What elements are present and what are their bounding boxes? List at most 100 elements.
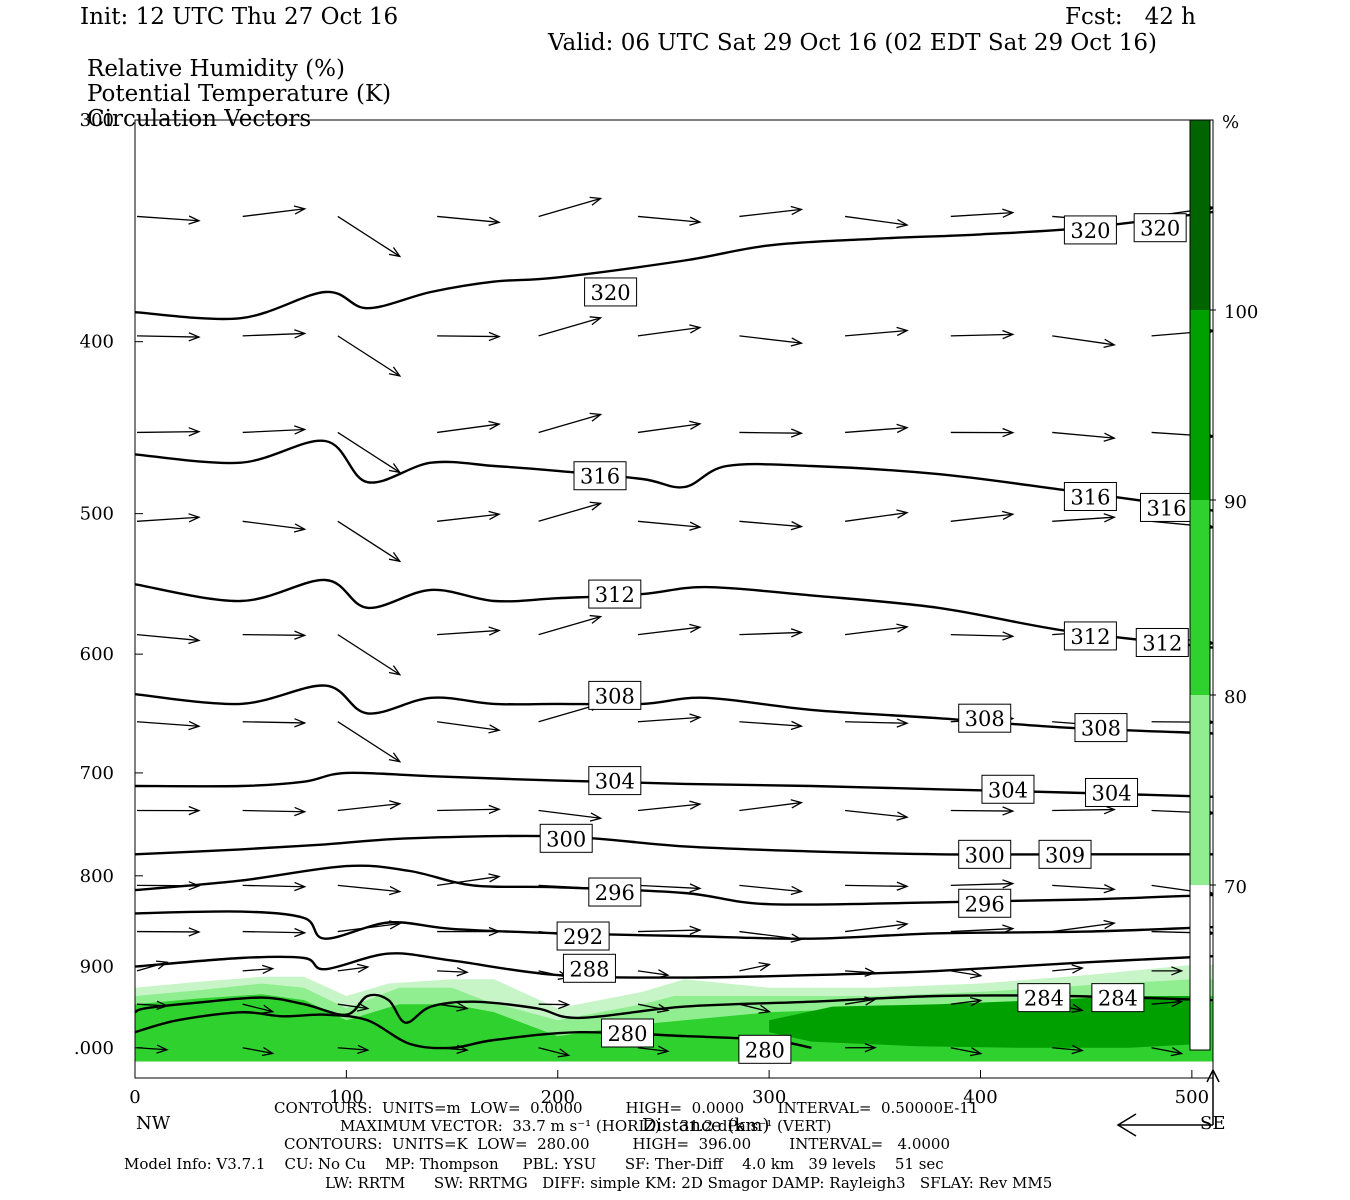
- vector-arrowhead: [864, 996, 877, 1006]
- circulation-vector: [136, 961, 168, 972]
- contour-label: 316: [573, 461, 627, 491]
- contour-label: 312: [1063, 621, 1117, 651]
- vector-arrowhead: [790, 205, 804, 216]
- vector-arrowhead: [188, 513, 201, 523]
- contour-label: 320: [584, 277, 638, 307]
- field-title-vectors: Circulation Vectors: [87, 106, 312, 132]
- circulation-vector: [136, 516, 200, 522]
- contour-label-box: [981, 774, 1035, 804]
- init-time: Init: 12 UTC Thu 27 Oct 16: [80, 4, 399, 30]
- vector-arrowhead: [294, 881, 307, 892]
- vector-arrowhead: [488, 804, 501, 815]
- circulation-vector: [242, 633, 305, 636]
- vector-arrowhead: [790, 933, 804, 943]
- circulation-vector: [637, 215, 701, 223]
- vector-arrowhead: [488, 216, 501, 227]
- theta-contour-300: [135, 834, 1213, 856]
- circulation-vector: [739, 520, 802, 528]
- circulation-vector: [637, 326, 701, 337]
- colorbar-unit: %: [1222, 112, 1239, 133]
- contour-label: 312: [588, 579, 642, 609]
- vector-arrowhead: [969, 1047, 983, 1057]
- circulation-vector: [950, 999, 981, 1005]
- theta-contour-304: [135, 771, 1213, 798]
- field-title-theta: Potential Temperature (K): [87, 81, 392, 107]
- circulation-vector: [136, 1003, 168, 1007]
- circulation-vector: [739, 963, 770, 972]
- circulation-vector-layer: [136, 196, 1213, 1058]
- contour-label-text: 304: [595, 770, 635, 794]
- contour-label: 316: [1063, 481, 1117, 511]
- circulation-vector: [1052, 1047, 1083, 1052]
- vector-arrowhead: [294, 806, 307, 817]
- vector-arrowhead: [357, 1044, 370, 1055]
- vector-arrowhead: [589, 316, 603, 326]
- colorbar-segment: [1190, 500, 1210, 695]
- circulation-vector: [950, 513, 1013, 522]
- circulation-vector: [845, 329, 908, 337]
- colorbar: % 70 80 90 100: [1189, 112, 1258, 1051]
- y-tick-label: 300: [80, 110, 114, 131]
- circulation-vector: [337, 884, 400, 893]
- vector-arrowhead: [293, 205, 307, 215]
- circulation-vector: [242, 968, 273, 972]
- contour-label: 292: [556, 921, 610, 951]
- contour-label: 316: [1139, 492, 1193, 522]
- vector-arrowhead: [188, 720, 201, 731]
- circulation-vector: [337, 966, 368, 972]
- circulation-vector: [637, 520, 701, 528]
- circulation-vector: [437, 808, 500, 812]
- vector-arrowhead: [689, 883, 702, 893]
- contour-label: 280: [738, 1034, 792, 1064]
- vector-arrowhead: [388, 366, 402, 377]
- contour-label-box: [1063, 215, 1117, 245]
- theta-contour-296: [135, 864, 1213, 906]
- vector-arrowhead: [689, 521, 702, 531]
- circulation-vector: [538, 197, 601, 218]
- valid-time: Valid: 06 UTC Sat 29 Oct 16 (02 EDT Sat …: [548, 30, 1157, 56]
- vector-arrowhead: [389, 885, 402, 896]
- vector-arrowhead: [790, 521, 804, 531]
- vector-arrowhead: [488, 626, 501, 636]
- contour-label-box: [1063, 621, 1117, 651]
- vector-arrowhead: [262, 964, 275, 975]
- contour-label-box: [588, 766, 642, 796]
- y-tick-label: 700: [80, 763, 114, 784]
- vector-arrowhead: [1002, 879, 1015, 889]
- circulation-vector: [739, 335, 802, 344]
- circulation-vector: [739, 930, 802, 941]
- circulation-vector: [1052, 808, 1115, 812]
- circulation-vector: [950, 211, 1013, 218]
- forecast-hour: Fcst: 42 h: [1065, 4, 1196, 30]
- contour-label-text: 320: [591, 281, 631, 305]
- contour-label-text: 284: [1024, 987, 1064, 1011]
- vector-arrowhead: [657, 1003, 670, 1013]
- vector-arrowhead: [969, 969, 983, 979]
- vector-arrowhead: [1002, 806, 1015, 816]
- contour-label-text: 312: [1142, 631, 1182, 655]
- contour-label: 312: [1135, 627, 1189, 657]
- vector-arrowhead: [1002, 510, 1015, 521]
- circulation-vector: [242, 1047, 273, 1055]
- vector-arrowhead: [1002, 329, 1015, 340]
- contour-label-text: 296: [965, 892, 1005, 916]
- circulation-vector: [739, 721, 802, 727]
- circulation-vector: [242, 428, 305, 434]
- circulation-vector: [337, 520, 401, 562]
- axes: 0 100 200 300 400 500 300 400 500 600 700 800 900 .00…: [74, 110, 1225, 1137]
- contour-label-box: [1135, 627, 1189, 657]
- circulation-vector: [739, 884, 802, 893]
- contour-label-box: [958, 703, 1012, 733]
- plot-frame: [134, 119, 1214, 1079]
- vector-arrowhead: [1002, 631, 1015, 641]
- vector-arrowhead: [790, 885, 804, 896]
- footer-contours-m: CONTOURS: UNITS=m LOW= 0.0000 HIGH= 0.00…: [274, 1099, 979, 1117]
- vector-arrowhead: [388, 920, 402, 930]
- contour-label: 304: [1085, 777, 1139, 807]
- circulation-vector: [337, 335, 401, 377]
- circulation-vector: [437, 721, 500, 731]
- contour-label: 296: [588, 877, 642, 907]
- circulation-vector: [337, 1003, 368, 1010]
- vector-arrowhead: [896, 423, 909, 434]
- circulation-vector: [739, 208, 802, 218]
